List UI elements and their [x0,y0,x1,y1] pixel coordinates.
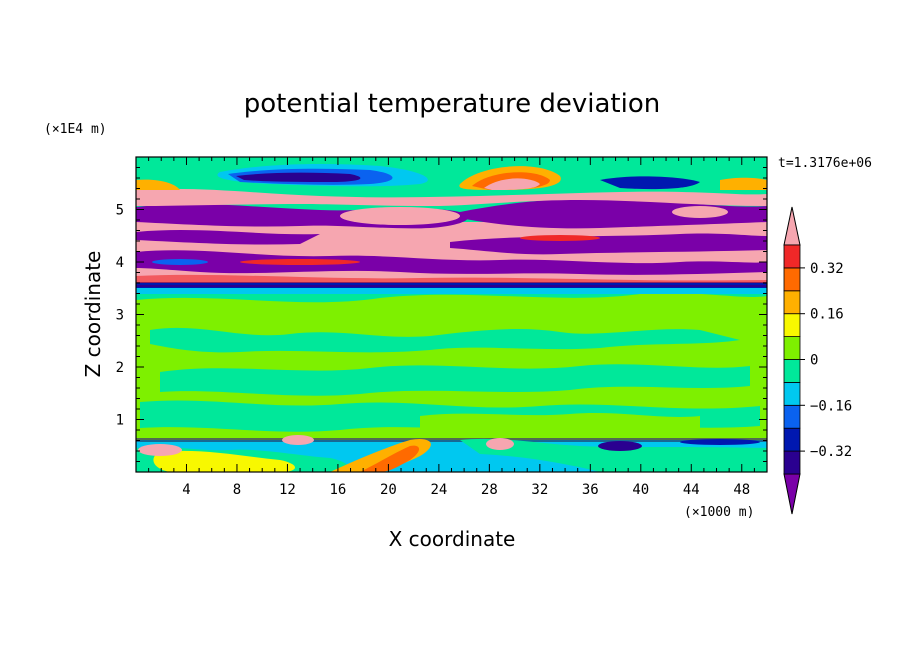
y-tick-label: 3 [116,308,124,324]
field-upper-purple-thin-1 [136,250,767,275]
y-tick-label: 2 [116,360,124,376]
field-surface-pink-3 [486,438,514,450]
contour-field [136,157,767,472]
y-tick-label: 1 [116,413,124,429]
colorbar: 0.32 0.16 0 −0.16 −0.32 [783,206,852,515]
field-blue-fleck [152,259,208,265]
y-axis-label: Z coordinate [81,251,105,378]
x-tick-label: 36 [582,482,599,498]
field-band-navy [136,285,767,287]
field-pink-lens [340,207,460,225]
colorbar-label: −0.32 [810,444,852,460]
x-axis-ticks: 4 8 12 16 20 24 28 32 36 40 44 48 [148,157,755,498]
colorbar-segment [783,313,801,338]
field-surface-pink-1 [138,444,182,456]
x-tick-label: 40 [632,482,649,498]
x-axis-label: X coordinate [389,527,516,551]
colorbar-max-triangle [783,206,801,246]
x-tick-label: 32 [531,482,548,498]
field-low-boundary [136,438,767,442]
field-red-fleck-1 [240,259,360,265]
colorbar-label: 0 [810,353,818,369]
field-top-navy-2 [600,176,700,190]
x-tick-label: 12 [279,482,296,498]
colorbar-min-triangle [783,473,801,515]
colorbar-label: −0.16 [810,398,852,414]
colorbar-segment [783,450,801,475]
x-tick-label: 8 [233,482,241,498]
colorbar-segment [783,404,801,429]
time-label: t=1.3176e+06 [778,156,872,171]
colorbar-segment [783,336,801,360]
field-red-fleck-2 [520,235,600,241]
y-unit-label: (×1E4 m) [44,122,107,137]
field-top-navy-1 [236,172,361,182]
field-lime-patch [420,413,700,434]
colorbar-segment [783,381,801,406]
x-tick-label: 20 [380,482,397,498]
field-top-orange-right [720,177,767,190]
field-surface-yellow [153,450,295,472]
field-surface-orange [330,438,431,472]
x-tick-label: 44 [683,482,700,498]
y-tick-label: 5 [116,203,124,219]
field-surface-pink-2 [282,435,314,445]
colorbar-label: 0.16 [810,307,844,323]
x-tick-label: 28 [481,482,498,498]
x-unit-label: (×1000 m) [684,505,754,520]
field-pink-lens-2 [672,206,728,218]
x-tick-label: 48 [733,482,750,498]
field-surface-navy-1 [598,441,642,451]
x-tick-label: 16 [329,482,346,498]
y-axis-ticks: 1 2 3 4 5 [116,167,767,462]
field-upper-red-edge [136,274,767,283]
field-purple-band-right [460,198,767,229]
field-green-streak-2 [160,364,750,396]
field-top-pink [136,188,767,206]
colorbar-segment [783,427,801,452]
chart-title: potential temperature deviation [244,89,660,119]
x-tick-label: 4 [182,482,190,498]
field-surface-green-right [460,438,767,472]
field-top-pink-core [484,178,540,190]
field-top-orange-left [136,179,180,190]
colorbar-segment [783,244,801,269]
colorbar-segment [783,359,801,383]
colorbar-segment [783,290,801,315]
field-upper-purple-thin-3 [136,230,320,245]
y-tick-label: 4 [116,255,124,271]
field-surface-red [360,445,420,472]
field-surface-navy-2 [680,439,760,445]
colorbar-label: 0.32 [810,261,844,277]
field-green-streak-1 [150,327,740,353]
field-band-cyan [136,288,767,294]
x-tick-label: 24 [430,482,447,498]
colorbar-segment [783,267,801,292]
